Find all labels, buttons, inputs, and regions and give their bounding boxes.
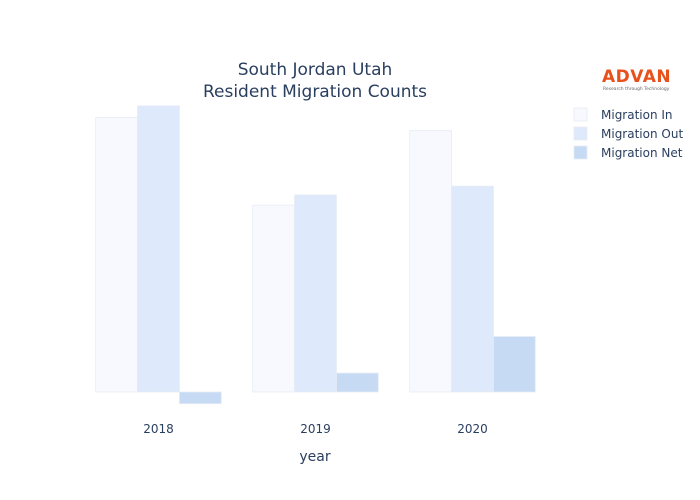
bar-migration-out-2019[interactable]	[294, 194, 337, 393]
bar-migration-in-2018[interactable]	[95, 117, 138, 393]
x-tick-label: 2020	[457, 422, 488, 436]
legend-label[interactable]: Migration Net	[601, 146, 683, 160]
legend-swatch[interactable]	[573, 145, 588, 160]
plot-area	[95, 105, 536, 405]
bar-migration-in-2020[interactable]	[409, 130, 452, 393]
legend-label[interactable]: Migration In	[601, 108, 673, 122]
bar-migration-in-2019[interactable]	[252, 204, 295, 393]
chart-title: South Jordan Utah	[238, 60, 393, 80]
legend-label[interactable]: Migration Out	[601, 127, 683, 141]
x-axis-ticks: 2018 2019 2020	[143, 422, 488, 436]
bar-migration-net-2019[interactable]	[336, 372, 379, 393]
x-tick-label: 2019	[300, 422, 331, 436]
bar-migration-net-2018[interactable]	[179, 391, 222, 405]
bar-migration-net-2020[interactable]	[493, 336, 536, 393]
legend-swatch[interactable]	[573, 107, 588, 122]
logo-wordmark: ADVAN	[602, 67, 671, 87]
chart-subtitle: Resident Migration Counts	[203, 82, 427, 102]
bar-migration-out-2018[interactable]	[137, 105, 180, 393]
x-axis-title: year	[299, 449, 330, 465]
legend-swatch[interactable]	[573, 126, 588, 141]
bar-migration-out-2020[interactable]	[451, 185, 494, 393]
logo-tagline: Research through Technology	[603, 86, 670, 92]
x-tick-label: 2018	[143, 422, 174, 436]
legend: Migration In Migration Out Migration Net	[573, 107, 683, 160]
advan-logo: ADVAN Research through Technology	[602, 67, 671, 92]
